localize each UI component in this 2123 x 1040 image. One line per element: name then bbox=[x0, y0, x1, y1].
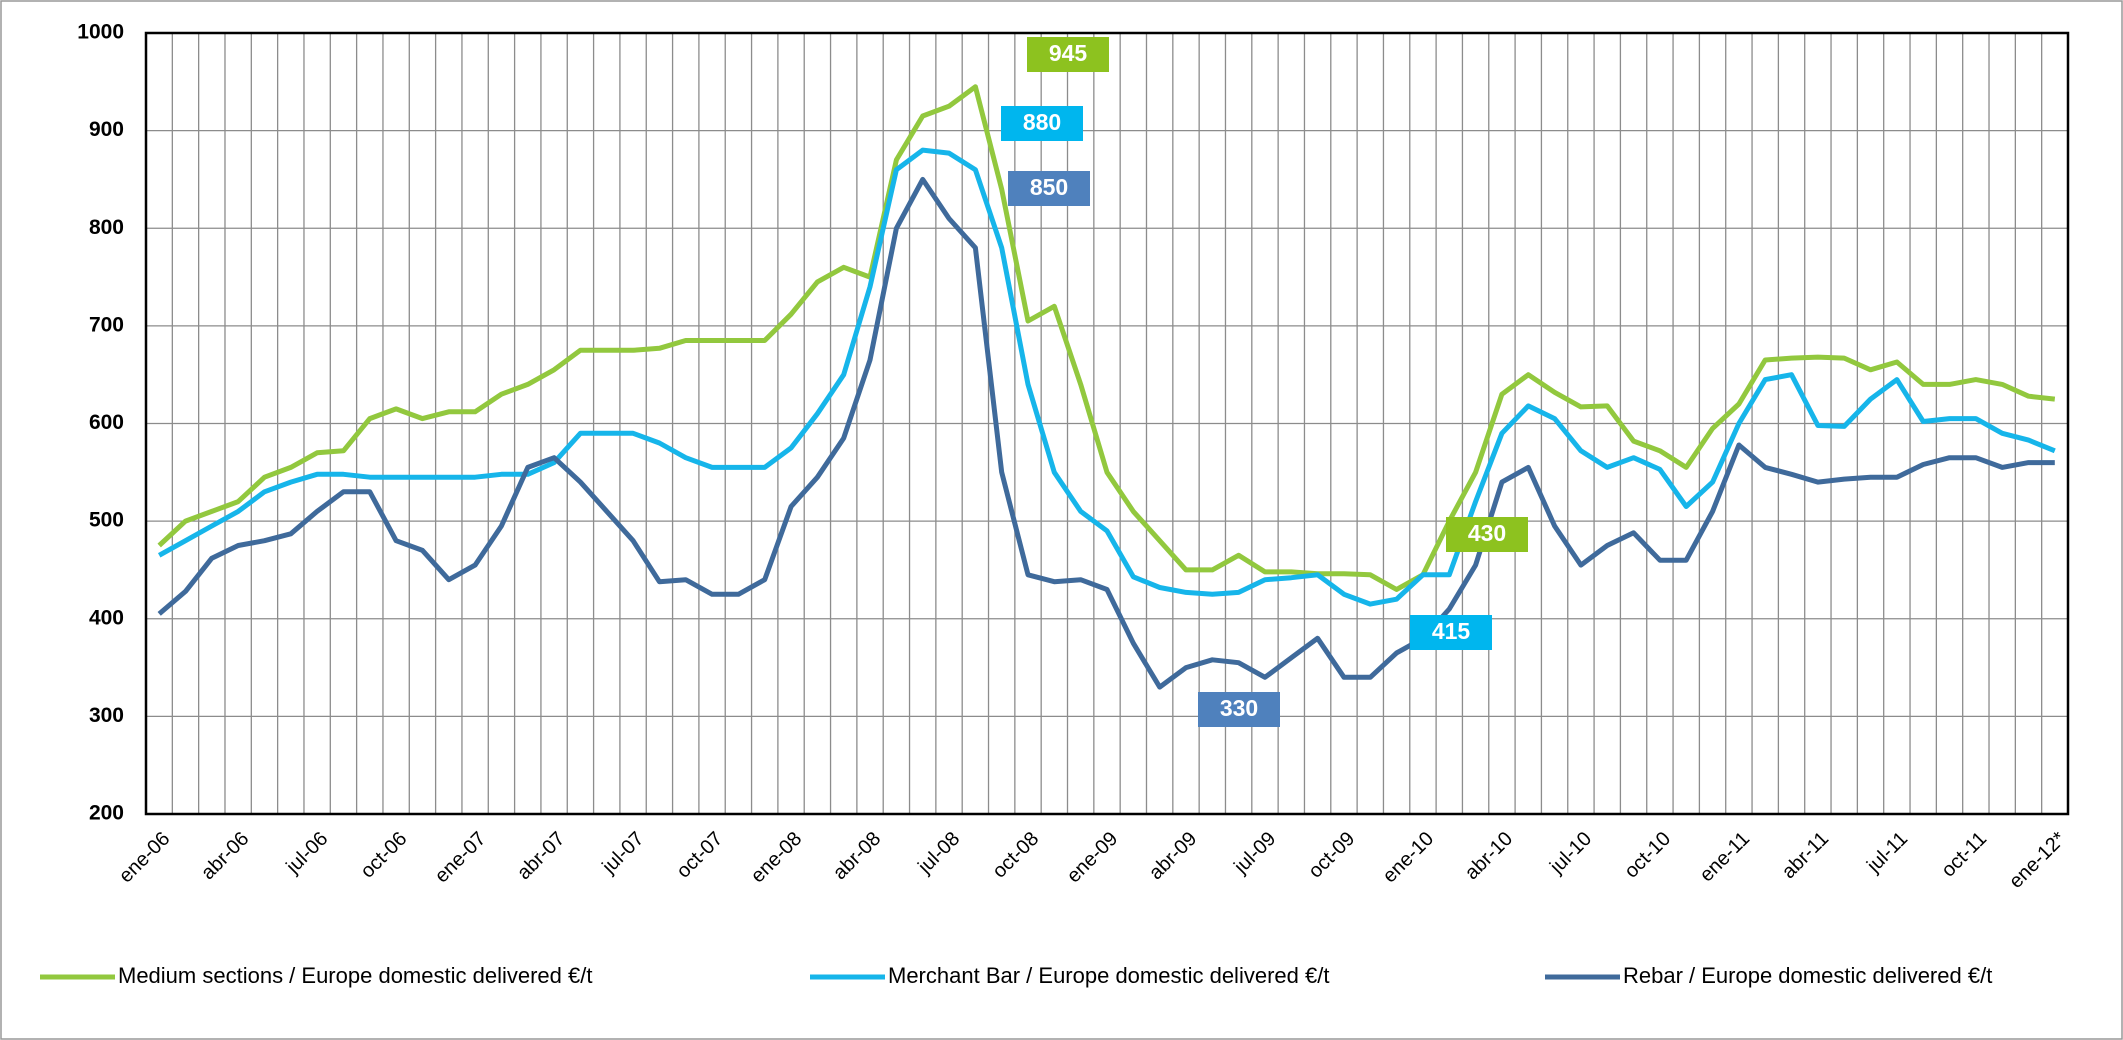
y-tick-label: 800 bbox=[89, 216, 124, 239]
annotation-box bbox=[1008, 171, 1090, 206]
series-line bbox=[157, 176, 2055, 690]
annotation-label: 330 bbox=[1220, 695, 1258, 721]
grid bbox=[144, 31, 2070, 816]
y-tick-label: 300 bbox=[89, 704, 124, 727]
series-line bbox=[157, 84, 2056, 592]
annotation-box bbox=[1027, 37, 1109, 72]
lines bbox=[157, 84, 2056, 690]
legend-label: Merchant Bar / Europe domestic delivered… bbox=[888, 963, 1329, 988]
annotation-box bbox=[1198, 692, 1280, 727]
y-tick-label: 900 bbox=[89, 118, 124, 141]
y-tick-label: 700 bbox=[89, 313, 124, 336]
annotation-box bbox=[1001, 106, 1083, 141]
annotation-label: 415 bbox=[1432, 618, 1471, 644]
annotation-box bbox=[1446, 517, 1528, 552]
legend-label: Medium sections / Europe domestic delive… bbox=[118, 963, 592, 988]
legend-label: Rebar / Europe domestic delivered €/t bbox=[1623, 963, 1992, 988]
annotation-label: 945 bbox=[1049, 40, 1088, 66]
plot-frame bbox=[144, 31, 2070, 816]
annotation-label: 850 bbox=[1030, 174, 1068, 200]
y-tick-label: 200 bbox=[89, 802, 124, 825]
y-tick-label: 400 bbox=[89, 606, 124, 629]
annotation-box bbox=[1410, 615, 1492, 650]
series-line bbox=[157, 147, 2056, 607]
y-tick-label: 600 bbox=[89, 411, 124, 434]
y-tick-label: 1000 bbox=[77, 21, 124, 44]
annotation-label: 430 bbox=[1468, 520, 1506, 546]
annotation-label: 880 bbox=[1023, 109, 1061, 135]
y-tick-label: 500 bbox=[89, 509, 124, 532]
